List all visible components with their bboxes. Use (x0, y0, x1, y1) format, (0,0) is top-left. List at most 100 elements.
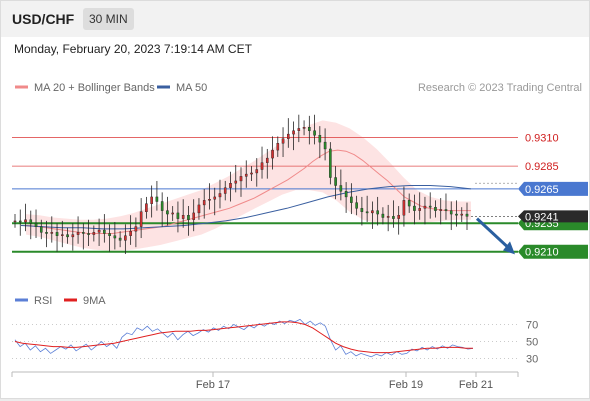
level-tag (518, 181, 588, 196)
level-label: 0.9285 (525, 161, 559, 173)
candle-body (308, 127, 311, 131)
candle-body (160, 201, 164, 211)
candle-body (18, 220, 22, 223)
candle-body (449, 210, 453, 215)
level-label: 0.9265 (525, 184, 559, 196)
candle-body (418, 208, 421, 211)
candle-body (92, 232, 96, 235)
candle-body (297, 128, 301, 131)
candle-body (50, 232, 54, 234)
ma50-line (20, 185, 472, 230)
candle-body (166, 210, 169, 215)
candle-body (213, 196, 217, 200)
candle-body (350, 196, 353, 203)
timestamp: Monday, February 20, 2023 7:19:14 AM CET (14, 42, 252, 56)
level-label: 0.9210 (525, 247, 559, 259)
credit-text: Research © 2023 Trading Central (418, 82, 582, 94)
candle-body (103, 229, 106, 234)
candle-body (392, 216, 395, 219)
candle-body (29, 219, 33, 224)
candle-body (34, 222, 38, 227)
candle-body (187, 214, 190, 220)
candle-body (134, 226, 138, 232)
candle-body (234, 180, 238, 184)
candle-body (434, 207, 437, 211)
candle-body (208, 199, 211, 201)
candle-body (428, 205, 432, 208)
candle-body (87, 233, 90, 235)
candle-body (413, 205, 416, 211)
candle-body (423, 205, 427, 209)
candle-body (255, 169, 259, 174)
candle-body (71, 234, 75, 238)
candle-body (197, 204, 201, 214)
candle-body (355, 202, 358, 209)
current-price-tag (518, 210, 588, 223)
candle-body (329, 148, 332, 178)
candle-body (239, 176, 243, 182)
candle-body (318, 135, 322, 143)
candle-body (76, 232, 80, 235)
candle-body (24, 219, 27, 223)
candle-body (129, 230, 132, 236)
candle-body (202, 200, 206, 206)
candle-body (465, 213, 469, 217)
candle-body (402, 200, 406, 216)
x-tick-label: Feb 19 (389, 379, 423, 391)
candle-body (155, 196, 159, 202)
candle-body (460, 213, 464, 216)
ma20-legend-label: MA 20 + Bollinger Bands (34, 82, 155, 94)
candle-body (302, 127, 306, 129)
candle-body (376, 210, 379, 215)
candle-body (223, 187, 227, 194)
candle-body (371, 210, 374, 214)
candle-body (218, 193, 222, 198)
candle-body (439, 209, 443, 211)
x-tick-label: Feb 17 (196, 379, 230, 391)
candle-body (181, 214, 185, 219)
rsi-tick-label: 30 (526, 354, 538, 366)
candle-body (444, 209, 448, 211)
forecast-arrow-head (503, 241, 515, 255)
ma20-line (21, 149, 471, 234)
candle-body (171, 212, 174, 215)
candle-body (82, 232, 85, 234)
level-label: 0.9310 (525, 133, 559, 145)
candle-body (192, 212, 195, 220)
rsi-ma-legend-label: 9MA (83, 295, 106, 307)
candle-body (365, 211, 369, 214)
candle-body (124, 235, 127, 241)
currency-pair: USD/CHF (12, 11, 75, 27)
rsi-legend-label: RSI (34, 295, 52, 307)
rsi-tick-label: 50 (526, 337, 538, 349)
candle-body (397, 214, 400, 219)
candle-body (271, 149, 274, 159)
candle-body (360, 208, 364, 212)
candle-body (244, 173, 248, 177)
candle-body (260, 162, 264, 170)
forecast-arrow-line (475, 217, 511, 250)
candle-body (150, 196, 153, 204)
candle-body (45, 232, 48, 234)
candle-body (66, 234, 69, 238)
candle-body (139, 211, 143, 227)
candle-body (113, 235, 117, 239)
current-price-label: 0.9241 (525, 211, 559, 223)
candle-body (145, 203, 148, 212)
candle-body (339, 185, 343, 192)
candle-body (118, 237, 122, 241)
candle-body (407, 200, 411, 207)
interval-button[interactable]: 30 MIN (83, 8, 134, 30)
candle-body (455, 213, 458, 216)
candle-body (344, 191, 348, 198)
candle-body (108, 233, 111, 236)
candle-body (55, 232, 59, 236)
ma50-legend-label: MA 50 (176, 82, 207, 94)
candle-body (176, 212, 180, 219)
chart-header: USD/CHF 30 MIN (1, 1, 589, 37)
candle-body (287, 133, 290, 139)
candle-body (276, 143, 280, 151)
level-tag (518, 244, 588, 259)
